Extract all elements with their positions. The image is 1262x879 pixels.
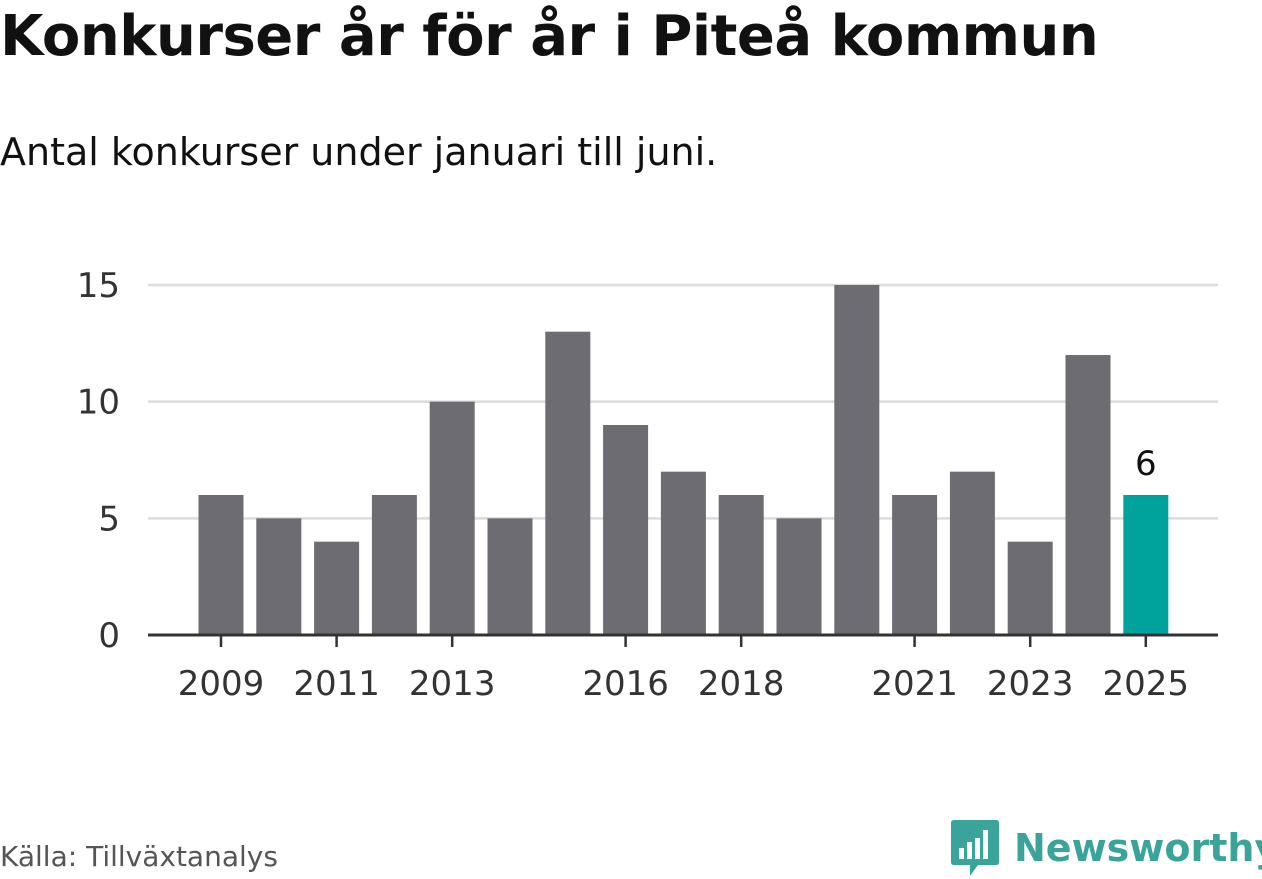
bar (487, 518, 533, 635)
x-tick-label: 2013 (409, 664, 496, 704)
bar (1123, 495, 1169, 635)
bar (949, 471, 995, 635)
labels: 0 5 10 15 2009 2011 2013 2016 2018 2021 2023 2025 6 (77, 266, 1189, 704)
bar-chart: 0 5 10 15 2009 2011 2013 2016 2018 2021 2023 2025 6 (77, 266, 1218, 704)
bar (1007, 541, 1053, 635)
bar (256, 518, 302, 635)
bars (198, 285, 1169, 635)
chart-subtitle: Antal konkurser under januari till juni. (0, 130, 718, 174)
chart-title: Konkurser år för år i Piteå kommun (0, 4, 1099, 69)
bar (198, 495, 244, 635)
brand-name: Newsworthy (1014, 826, 1262, 870)
bar (1065, 355, 1111, 635)
bar (892, 495, 938, 635)
bar (660, 471, 706, 635)
x-tick-label: 2021 (871, 664, 958, 704)
newsworthy-logo: Newsworthy (950, 818, 1262, 878)
bar (776, 518, 822, 635)
y-tick-label: 0 (98, 616, 120, 656)
bar-chart-speech-bubble-icon (951, 820, 999, 876)
x-tick-label: 2009 (178, 664, 265, 704)
x-tick-label: 2025 (1103, 664, 1190, 704)
x-tick-label: 2011 (293, 664, 380, 704)
data-label: 6 (1135, 444, 1157, 484)
x-tick-label: 2023 (987, 664, 1074, 704)
y-tick-label: 10 (77, 383, 120, 423)
bar (603, 425, 649, 635)
bar (429, 401, 475, 635)
bar (545, 331, 591, 635)
source-note: Källa: Tillväxtanalys (0, 840, 278, 873)
axes (148, 633, 1218, 647)
y-tick-label: 5 (98, 499, 120, 539)
bar (834, 285, 880, 635)
bar (718, 495, 764, 635)
x-tick-label: 2016 (582, 664, 669, 704)
x-tick-label: 2018 (698, 664, 785, 704)
y-tick-label: 15 (77, 266, 120, 306)
bar (314, 541, 360, 635)
bar (371, 495, 417, 635)
